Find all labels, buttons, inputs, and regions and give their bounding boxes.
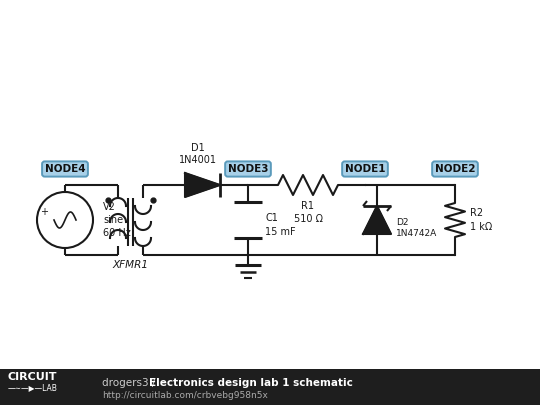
Text: NODE2: NODE2: [435, 164, 475, 174]
Text: Electronics design lab 1 schematic: Electronics design lab 1 schematic: [149, 378, 353, 388]
Text: +: +: [40, 207, 48, 217]
Text: —∼—▶—LAB: —∼—▶—LAB: [8, 383, 58, 392]
Text: NODE4: NODE4: [45, 164, 85, 174]
Text: V2
sine
60 Hz: V2 sine 60 Hz: [103, 202, 131, 238]
Text: XFMR1: XFMR1: [112, 260, 148, 270]
Text: NODE1: NODE1: [345, 164, 385, 174]
Polygon shape: [185, 173, 220, 197]
Text: http://circuitlab.com/crbvebg958n5x: http://circuitlab.com/crbvebg958n5x: [102, 391, 268, 400]
Text: D1
1N4001: D1 1N4001: [179, 143, 217, 165]
Text: R1
510 Ω: R1 510 Ω: [294, 201, 322, 224]
Polygon shape: [363, 206, 391, 234]
Text: drogers3 /: drogers3 /: [102, 378, 159, 388]
Text: R2
1 kΩ: R2 1 kΩ: [470, 209, 492, 232]
Bar: [0, 369, 540, 405]
Text: CIRCUIT: CIRCUIT: [8, 372, 57, 382]
Text: NODE3: NODE3: [228, 164, 268, 174]
Text: C1
15 mF: C1 15 mF: [265, 213, 295, 237]
Text: D2
1N4742A: D2 1N4742A: [396, 218, 437, 238]
